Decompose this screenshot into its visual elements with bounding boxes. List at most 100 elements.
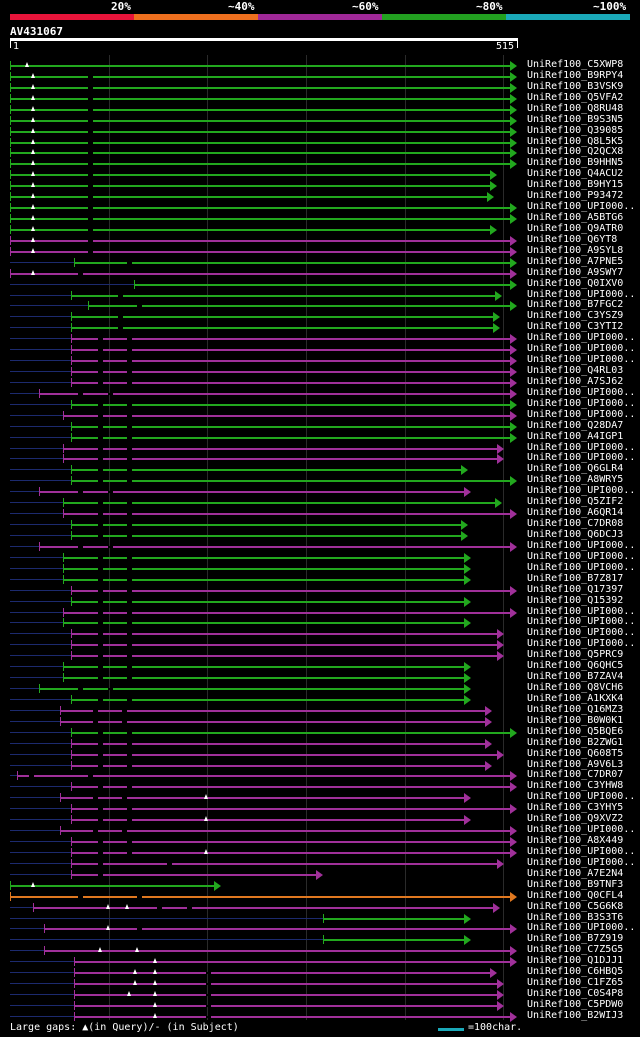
hit-label[interactable]: UniRef100_Q9ATR0 bbox=[527, 222, 624, 234]
hit-label[interactable]: UniRef100_Q2QCX8 bbox=[527, 146, 624, 158]
hit-row[interactable]: UniRef100_A4IGP1 bbox=[0, 431, 640, 443]
hit-row[interactable]: UniRef100_A9V6L3 bbox=[0, 759, 640, 771]
hit-label[interactable]: UniRef100_A5BTG6 bbox=[527, 212, 624, 224]
hit-label[interactable]: UniRef100_Q8RU48 bbox=[527, 102, 624, 114]
hit-row[interactable]: UniRef100_A8WRY5 bbox=[0, 474, 640, 487]
hit-row[interactable]: UniRef100_Q6QHC5 bbox=[0, 660, 640, 673]
hit-label[interactable]: UniRef100_A9SWY7 bbox=[527, 266, 624, 278]
hit-row[interactable]: UniRef100_Q8L5K5 bbox=[0, 135, 640, 148]
hit-label[interactable]: UniRef100_C5XWP8 bbox=[527, 59, 624, 70]
hit-label[interactable]: UniRef100_C3YSZ9 bbox=[527, 310, 624, 322]
hit-row[interactable]: UniRef100_UPI000.. bbox=[0, 561, 640, 574]
hit-row[interactable]: UniRef100_UPI000.. bbox=[0, 408, 640, 421]
hit-label[interactable]: UniRef100_UPI000.. bbox=[527, 550, 636, 562]
hit-label[interactable]: UniRef100_B9TNF3 bbox=[527, 878, 624, 890]
hit-label[interactable]: UniRef100_Q6QHC5 bbox=[527, 660, 624, 672]
hit-label[interactable]: UniRef100_Q6GLR4 bbox=[527, 463, 624, 475]
hit-row[interactable]: UniRef100_C3YTI2 bbox=[0, 321, 640, 334]
hit-row[interactable]: UniRef100_Q16MZ3 bbox=[0, 703, 640, 716]
hit-label[interactable]: UniRef100_UPI000.. bbox=[527, 441, 636, 453]
hit-label[interactable]: UniRef100_Q6YT8 bbox=[527, 233, 618, 245]
hit-label[interactable]: UniRef100_UPI000.. bbox=[527, 824, 636, 836]
hit-label[interactable]: UniRef100_A7PNE5 bbox=[527, 255, 624, 267]
hit-label[interactable]: UniRef100_UPI000.. bbox=[527, 638, 636, 650]
hit-label[interactable]: UniRef100_A1KXK4 bbox=[527, 692, 624, 704]
hit-row[interactable]: UniRef100_UPI000.. bbox=[0, 343, 640, 356]
hit-row[interactable]: UniRef100_B9RPY4 bbox=[0, 69, 640, 82]
hit-label[interactable]: UniRef100_UPI000.. bbox=[527, 539, 636, 551]
hit-label[interactable]: UniRef100_Q5ZIF2 bbox=[527, 496, 624, 508]
hit-row[interactable]: UniRef100_UPI000.. bbox=[0, 539, 640, 552]
hit-label[interactable]: UniRef100_UPI000.. bbox=[527, 201, 636, 213]
hit-label[interactable]: UniRef100_UPI000.. bbox=[527, 561, 636, 573]
hit-label[interactable]: UniRef100_B3VSK9 bbox=[527, 80, 624, 92]
hit-label[interactable]: UniRef100_B9S3N5 bbox=[527, 113, 624, 125]
hit-label[interactable]: UniRef100_C1FZ65 bbox=[527, 977, 624, 989]
hit-row[interactable]: UniRef100_B2ZWG1 bbox=[0, 737, 640, 749]
hit-label[interactable]: UniRef100_Q15392 bbox=[527, 594, 624, 606]
hit-label[interactable]: UniRef100_UPI000.. bbox=[527, 408, 636, 420]
hit-row[interactable]: UniRef100_UPI000.. bbox=[0, 606, 640, 618]
hit-row[interactable]: UniRef100_C6HBQ5 bbox=[0, 966, 640, 979]
hit-row[interactable]: UniRef100_Q1DJJ1 bbox=[0, 955, 640, 968]
hit-label[interactable]: UniRef100_C3YTI2 bbox=[527, 321, 624, 333]
hit-row[interactable]: UniRef100_B0W0K1 bbox=[0, 715, 640, 727]
hit-label[interactable]: UniRef100_Q0IXV0 bbox=[527, 277, 624, 289]
hit-label[interactable]: UniRef100_Q8VCH6 bbox=[527, 682, 624, 693]
hit-row[interactable]: UniRef100_UPI000.. bbox=[0, 922, 640, 935]
hit-label[interactable]: UniRef100_Q16MZ3 bbox=[527, 703, 624, 715]
hit-label[interactable]: UniRef100_A7E2N4 bbox=[527, 867, 624, 879]
hit-label[interactable]: UniRef100_Q608T5 bbox=[527, 747, 624, 759]
hit-row[interactable]: UniRef100_Q6DCJ3 bbox=[0, 528, 640, 541]
hit-row[interactable]: UniRef100_UPI000.. bbox=[0, 856, 640, 869]
hit-row[interactable]: UniRef100_UPI000.. bbox=[0, 386, 640, 399]
hit-row[interactable]: UniRef100_C7DR08 bbox=[0, 518, 640, 531]
hit-row[interactable]: UniRef100_UPI000.. bbox=[0, 791, 640, 804]
hit-row[interactable]: UniRef100_UPI000.. bbox=[0, 824, 640, 837]
hit-row[interactable]: UniRef100_UPI000.. bbox=[0, 332, 640, 345]
hit-row[interactable]: UniRef100_Q6YT8 bbox=[0, 233, 640, 246]
hit-label[interactable]: UniRef100_Q0CFL4 bbox=[527, 889, 624, 901]
hit-label[interactable]: UniRef100_Q39085 bbox=[527, 124, 624, 136]
hit-row[interactable]: UniRef100_B7FGC2 bbox=[0, 299, 640, 312]
hit-row[interactable]: UniRef100_Q5ZIF2 bbox=[0, 496, 640, 509]
hit-row[interactable]: UniRef100_Q0CFL4 bbox=[0, 889, 640, 902]
hit-label[interactable]: UniRef100_UPI000.. bbox=[527, 485, 636, 497]
hit-row[interactable]: UniRef100_UPI000.. bbox=[0, 354, 640, 367]
hit-label[interactable]: UniRef100_Q17397 bbox=[527, 583, 624, 595]
hit-label[interactable]: UniRef100_Q6DCJ3 bbox=[527, 528, 624, 540]
hit-label[interactable]: UniRef100_UPI000.. bbox=[527, 332, 636, 344]
hit-label[interactable]: UniRef100_C5G6K8 bbox=[527, 900, 624, 912]
hit-label[interactable]: UniRef100_Q28DA7 bbox=[527, 419, 624, 431]
hit-label[interactable]: UniRef100_C7DR08 bbox=[527, 518, 624, 530]
hit-label[interactable]: UniRef100_C0S4P8 bbox=[527, 988, 624, 1000]
hit-row[interactable]: UniRef100_A7PNE5 bbox=[0, 255, 640, 268]
hit-row[interactable]: UniRef100_UPI000.. bbox=[0, 846, 640, 858]
hit-row[interactable]: UniRef100_B3S3T6 bbox=[0, 912, 640, 924]
hit-label[interactable]: UniRef100_Q8L5K5 bbox=[527, 135, 624, 147]
hit-label[interactable]: UniRef100_UPI000.. bbox=[527, 856, 636, 868]
hit-label[interactable]: UniRef100_B9RPY4 bbox=[527, 69, 624, 81]
hit-label[interactable]: UniRef100_Q4ACU2 bbox=[527, 168, 624, 180]
hit-row[interactable]: UniRef100_B9HY15 bbox=[0, 179, 640, 192]
hit-label[interactable]: UniRef100_C3YHY5 bbox=[527, 802, 624, 814]
hit-row[interactable]: UniRef100_A7SJ62 bbox=[0, 376, 640, 388]
hit-row[interactable]: UniRef100_Q39085 bbox=[0, 124, 640, 137]
hit-label[interactable]: UniRef100_B9HY15 bbox=[527, 179, 624, 191]
hit-label[interactable]: UniRef100_P93472 bbox=[527, 190, 624, 202]
hit-row[interactable]: UniRef100_B7Z919 bbox=[0, 933, 640, 946]
hit-label[interactable]: UniRef100_UPI000.. bbox=[527, 386, 636, 398]
hit-row[interactable]: UniRef100_P93472 bbox=[0, 190, 640, 203]
hit-row[interactable]: UniRef100_B9HHN5 bbox=[0, 157, 640, 170]
hit-label[interactable]: UniRef100_B9HHN5 bbox=[527, 157, 624, 169]
hit-row[interactable]: UniRef100_C5PDW0 bbox=[0, 999, 640, 1011]
hit-row[interactable]: UniRef100_Q6GLR4 bbox=[0, 463, 640, 476]
hit-label[interactable]: UniRef100_UPI000.. bbox=[527, 627, 636, 639]
hit-row[interactable]: UniRef100_Q28DA7 bbox=[0, 419, 640, 432]
hit-row[interactable]: UniRef100_B7ZAV4 bbox=[0, 671, 640, 684]
hit-row[interactable]: UniRef100_UPI000.. bbox=[0, 638, 640, 651]
hit-row[interactable]: UniRef100_UPI000.. bbox=[0, 289, 640, 301]
hit-row[interactable]: UniRef100_Q5VFA2 bbox=[0, 92, 640, 104]
hit-label[interactable]: UniRef100_UPI000.. bbox=[527, 354, 636, 366]
hit-row[interactable]: UniRef100_A6QR14 bbox=[0, 507, 640, 520]
